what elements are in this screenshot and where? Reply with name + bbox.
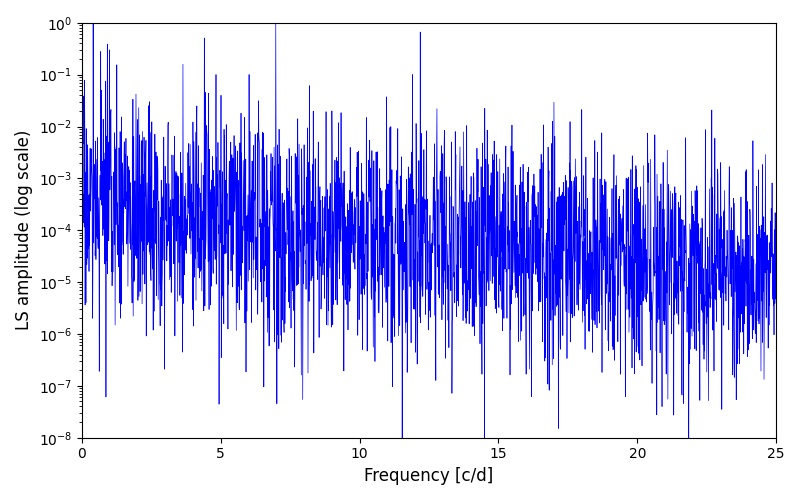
X-axis label: Frequency [c/d]: Frequency [c/d]	[364, 467, 494, 485]
Y-axis label: LS amplitude (log scale): LS amplitude (log scale)	[15, 130, 33, 330]
